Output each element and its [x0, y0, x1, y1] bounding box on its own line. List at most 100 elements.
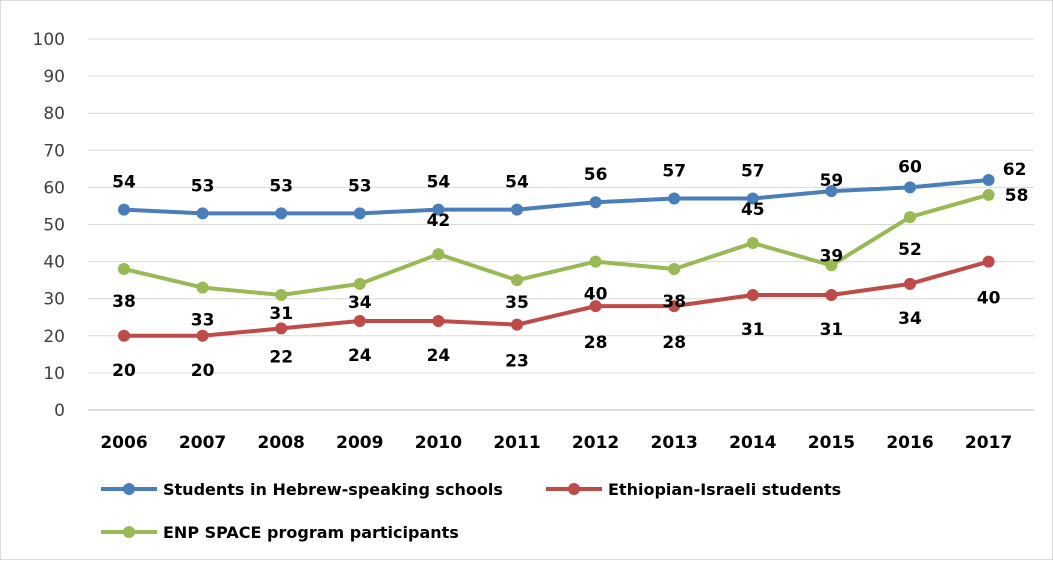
x-tick-label: 2013 — [651, 433, 698, 453]
y-tick-label: 100 — [33, 30, 65, 50]
data-point — [432, 314, 445, 327]
data-label: 31 — [269, 304, 293, 324]
data-point — [904, 181, 916, 194]
legend-item: Ethiopian-Israeli students — [546, 480, 841, 499]
x-tick-label: 2011 — [493, 433, 540, 453]
x-tick-label: 2016 — [886, 433, 933, 453]
data-label: 33 — [191, 311, 215, 331]
legend-label: Students in Hebrew-speaking schools — [163, 480, 503, 499]
data-label: 53 — [191, 176, 215, 196]
data-label: 24 — [348, 346, 372, 366]
data-point — [668, 263, 681, 276]
legend-label: Ethiopian-Israeli students — [608, 480, 841, 499]
data-label: 57 — [662, 162, 686, 182]
y-axis-ticks: 0 10 20 30 40 50 60 70 80 90 100 — [33, 30, 65, 421]
x-tick-label: 2017 — [965, 433, 1012, 453]
data-point — [668, 192, 681, 205]
data-point — [746, 237, 759, 250]
x-tick-label: 2010 — [415, 433, 462, 453]
data-label: 57 — [741, 162, 765, 182]
y-tick-label: 80 — [43, 104, 65, 124]
data-point — [825, 185, 838, 198]
data-label: 28 — [662, 333, 686, 353]
data-label: 52 — [898, 240, 922, 260]
data-label: 35 — [505, 293, 529, 313]
legend-swatch-marker — [123, 526, 135, 538]
y-tick-label: 60 — [43, 178, 65, 198]
legend-item: Students in Hebrew-speaking schools — [101, 480, 503, 499]
data-point — [196, 281, 209, 294]
data-label: 34 — [348, 293, 372, 313]
legend-swatch-marker — [123, 483, 135, 495]
data-label: 28 — [584, 333, 608, 353]
series-line — [123, 192, 990, 297]
data-point — [432, 248, 445, 261]
data-label: 39 — [820, 246, 844, 266]
data-label: 54 — [505, 173, 529, 193]
data-label: 54 — [112, 173, 136, 193]
data-label: 31 — [741, 320, 765, 340]
data-point — [589, 300, 602, 313]
y-tick-label: 30 — [43, 290, 65, 310]
data-point — [825, 259, 838, 272]
data-label: 53 — [348, 176, 372, 196]
series-line — [123, 177, 989, 216]
data-point — [589, 196, 602, 209]
data-point — [353, 207, 366, 220]
legend: Students in Hebrew-speaking schools Ethio… — [101, 480, 841, 542]
data-point — [746, 192, 759, 205]
series-lines — [118, 173, 995, 342]
series-2 — [118, 255, 995, 342]
data-label: 24 — [427, 346, 451, 366]
y-tick-label: 0 — [54, 401, 65, 421]
data-label: 23 — [505, 352, 529, 372]
y-tick-label: 50 — [43, 216, 65, 236]
gridlines — [88, 38, 1034, 411]
data-label: 34 — [898, 309, 922, 329]
data-labels: 54 53 53 53 54 54 56 57 57 59 60 62 20 20 22 24 24 23 28 28… — [112, 157, 1028, 380]
data-label: 20 — [191, 361, 215, 381]
legend-item: ENP SPACE program participants — [101, 523, 459, 542]
data-label: 20 — [112, 361, 136, 381]
legend-label: ENP SPACE program participants — [163, 523, 459, 542]
data-point — [432, 203, 445, 216]
data-point — [982, 173, 995, 186]
data-point — [353, 277, 366, 290]
data-point — [982, 188, 995, 201]
data-label: 62 — [1003, 160, 1027, 180]
y-tick-label: 70 — [43, 141, 65, 161]
data-point — [746, 288, 759, 301]
data-label: 38 — [112, 292, 136, 312]
y-tick-label: 10 — [43, 364, 65, 384]
data-point — [511, 203, 523, 216]
x-tick-label: 2015 — [808, 433, 855, 453]
data-point — [511, 318, 523, 331]
data-point — [275, 207, 288, 220]
y-tick-label: 40 — [43, 253, 65, 273]
data-point — [668, 300, 681, 313]
data-point — [904, 277, 916, 290]
x-tick-label: 2009 — [336, 433, 383, 453]
series-3 — [118, 188, 995, 301]
data-label: 22 — [269, 347, 293, 367]
series-line — [124, 259, 990, 338]
x-tick-label: 2012 — [572, 433, 619, 453]
data-label: 40 — [977, 289, 1001, 309]
data-label: 59 — [820, 171, 844, 191]
data-point — [118, 329, 130, 342]
data-label: 54 — [427, 173, 451, 193]
data-point — [196, 329, 209, 342]
data-label: 42 — [427, 211, 451, 231]
data-label: 45 — [741, 200, 765, 220]
data-point — [118, 203, 130, 216]
data-point — [118, 263, 130, 276]
data-label: 56 — [584, 165, 608, 185]
series-1 — [118, 173, 995, 220]
data-point — [904, 211, 916, 224]
data-point — [196, 207, 209, 220]
data-point — [589, 255, 602, 268]
data-label: 53 — [269, 176, 293, 196]
legend-swatch-marker — [568, 483, 580, 495]
